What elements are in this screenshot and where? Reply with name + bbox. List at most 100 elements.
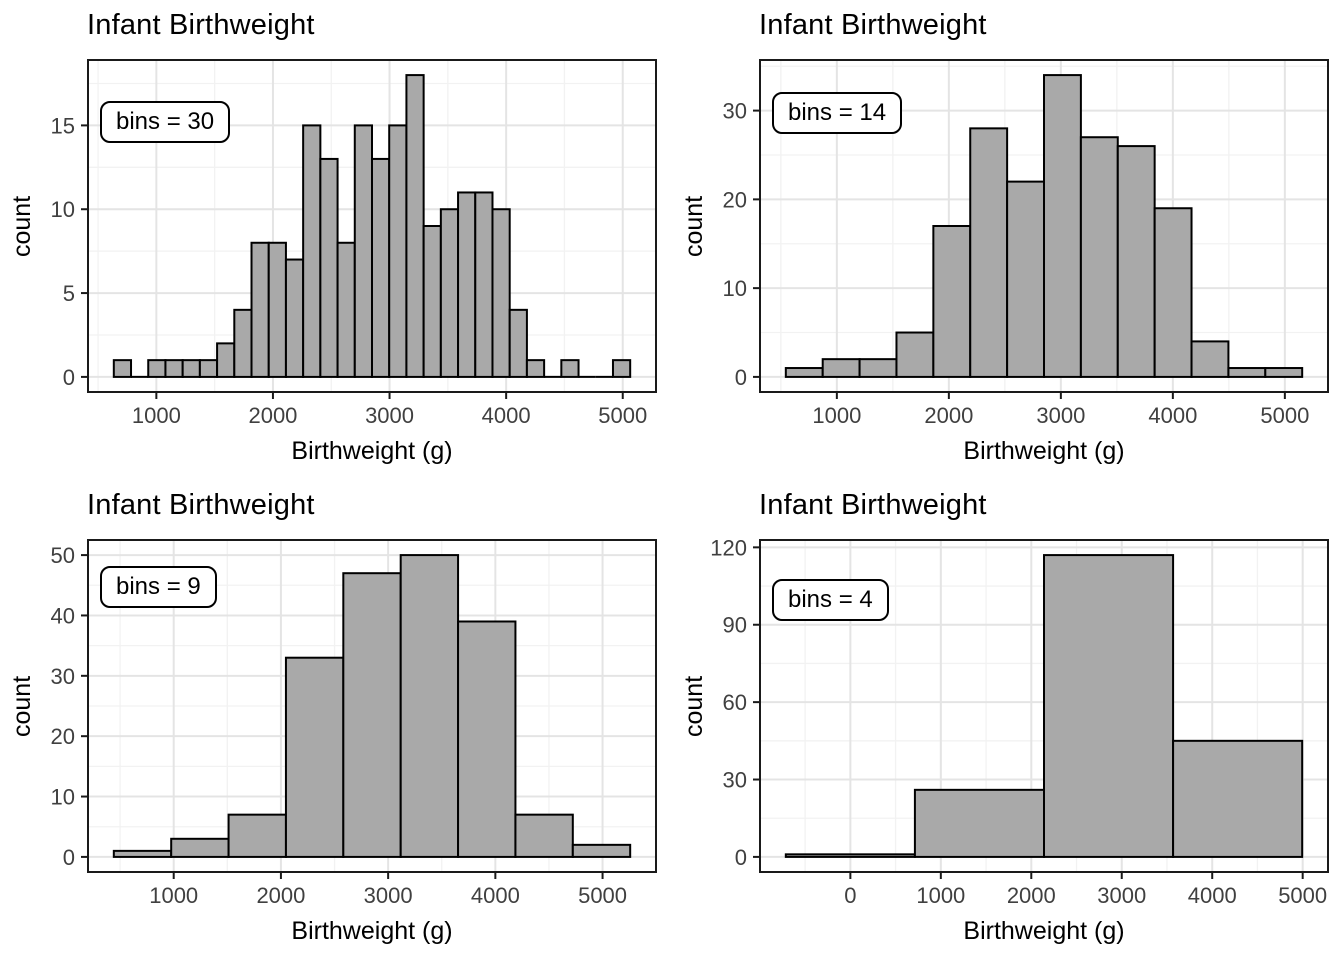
histogram-bar	[1116, 145, 1156, 378]
y-tick-label: 10	[51, 197, 75, 222]
y-tick-label: 30	[723, 99, 747, 124]
y-tick-label: 90	[723, 613, 747, 638]
x-tick-label: 4000	[471, 883, 520, 908]
x-tick-label: 4000	[1188, 883, 1237, 908]
histogram-bar	[250, 241, 270, 378]
histogram-panel-bins-9: 1000 2000 3000 4000 5000 0 10 20 30 40 50 Infant B…	[0, 480, 672, 960]
x-tick-label: 4000	[1148, 403, 1197, 428]
histogram-bar	[181, 359, 201, 378]
panel-border	[759, 59, 1329, 393]
histogram-bar	[399, 554, 460, 858]
histogram-bar	[353, 124, 373, 378]
x-axis-title: Birthweight (g)	[291, 437, 453, 465]
chart-title: Infant Birthweight	[759, 489, 987, 521]
x-tick-label: 2000	[248, 403, 297, 428]
y-tick-label: 60	[723, 690, 747, 715]
histogram-bar	[474, 191, 494, 378]
histogram-bar	[508, 308, 528, 378]
histogram-plot-bins-4: 0 1000 2000 3000 4000 5000 0 30 60 90 120	[672, 480, 1344, 960]
histogram-plot-bins-9: 1000 2000 3000 4000 5000 0 10 20 30 40 50	[0, 480, 672, 960]
x-tick-label: 5000	[598, 403, 647, 428]
panel-border	[87, 59, 657, 393]
y-tick-label: 30	[51, 664, 75, 689]
x-tick-label: 2000	[256, 883, 305, 908]
histogram-bar	[1006, 180, 1046, 378]
x-tick-label: 0	[844, 883, 856, 908]
histogram-panel-bins-4: 0 1000 2000 3000 4000 5000 0 30 60 90 120 Infant B…	[672, 480, 1344, 960]
histogram-plot-bins-30: 1000 2000 3000 4000 5000 0 5 10 15	[0, 0, 672, 480]
histogram-bar	[216, 342, 236, 378]
histogram-bar	[1264, 367, 1304, 378]
x-tick-label: 3000	[364, 883, 413, 908]
histogram-bar	[1153, 207, 1193, 378]
x-tick-label: 1000	[132, 403, 181, 428]
y-tick-label: 10	[723, 276, 747, 301]
x-tick-label: 2000	[1007, 883, 1056, 908]
histogram-bar	[302, 124, 322, 378]
y-tick-label: 20	[723, 187, 747, 212]
bins-annotation-label: bins = 9	[100, 566, 217, 608]
y-tick-label: 0	[735, 365, 747, 390]
chart-title: Infant Birthweight	[759, 9, 987, 41]
histogram-bar	[932, 225, 972, 378]
histogram-bar	[164, 359, 184, 378]
y-tick-label: 20	[51, 724, 75, 749]
histogram-bar	[457, 620, 517, 858]
histogram-bar	[1079, 136, 1119, 378]
bins-annotation-label: bins = 14	[772, 92, 903, 134]
histogram-bar	[284, 258, 305, 378]
histogram-bar	[147, 359, 167, 378]
x-tick-label: 1000	[149, 883, 198, 908]
panel-background	[672, 480, 1344, 960]
histogram-bar	[112, 849, 173, 858]
y-tick-label: 40	[51, 603, 75, 628]
y-axis-title: count	[680, 675, 708, 737]
y-tick-label: 0	[63, 365, 75, 390]
histogram-bar	[233, 308, 253, 378]
histogram-bar	[571, 843, 632, 858]
x-tick-label: 5000	[1260, 403, 1309, 428]
histogram-bar	[342, 572, 402, 858]
histogram-bar	[1043, 74, 1082, 378]
histogram-bar	[284, 656, 345, 858]
x-tick-label: 4000	[482, 403, 531, 428]
histogram-bar	[1043, 554, 1175, 858]
x-tick-label: 3000	[365, 403, 414, 428]
y-tick-label: 0	[735, 845, 747, 870]
histogram-bar	[1190, 340, 1230, 378]
histogram-bar	[913, 788, 1045, 858]
histogram-bar	[525, 359, 546, 378]
x-tick-label: 1000	[916, 883, 965, 908]
histogram-bar	[611, 359, 632, 378]
histogram-bar	[336, 241, 356, 378]
y-tick-label: 10	[51, 785, 75, 810]
x-axis-title: Birthweight (g)	[963, 917, 1125, 945]
histogram-bar	[422, 225, 442, 378]
y-axis-title: count	[8, 675, 36, 737]
y-tick-label: 120	[710, 535, 747, 560]
histogram-bar	[439, 208, 460, 378]
histogram-bar	[1172, 739, 1304, 858]
histogram-bar	[514, 813, 574, 858]
chart-title: Infant Birthweight	[87, 489, 315, 521]
histogram-panel-bins-14: 1000 2000 3000 4000 5000 0 10 20 30 Infant Birth…	[672, 0, 1344, 480]
x-tick-label: 5000	[1278, 883, 1327, 908]
histogram-bar	[370, 157, 391, 378]
y-tick-label: 50	[51, 543, 75, 568]
y-axis-title: count	[8, 195, 36, 257]
y-axis-title: count	[680, 195, 708, 257]
histogram-bar	[858, 358, 898, 378]
x-tick-label: 2000	[924, 403, 973, 428]
x-tick-label: 3000	[1036, 403, 1085, 428]
x-tick-label: 1000	[812, 403, 861, 428]
histogram-bar	[895, 331, 935, 378]
x-axis-title: Birthweight (g)	[291, 917, 453, 945]
panel-border	[759, 539, 1329, 873]
histogram-bar	[388, 124, 408, 378]
histogram-bar	[491, 208, 511, 378]
bins-annotation-label: bins = 4	[772, 579, 889, 621]
histogram-bar	[784, 853, 916, 858]
histogram-bar	[1227, 367, 1267, 378]
x-tick-label: 5000	[578, 883, 627, 908]
